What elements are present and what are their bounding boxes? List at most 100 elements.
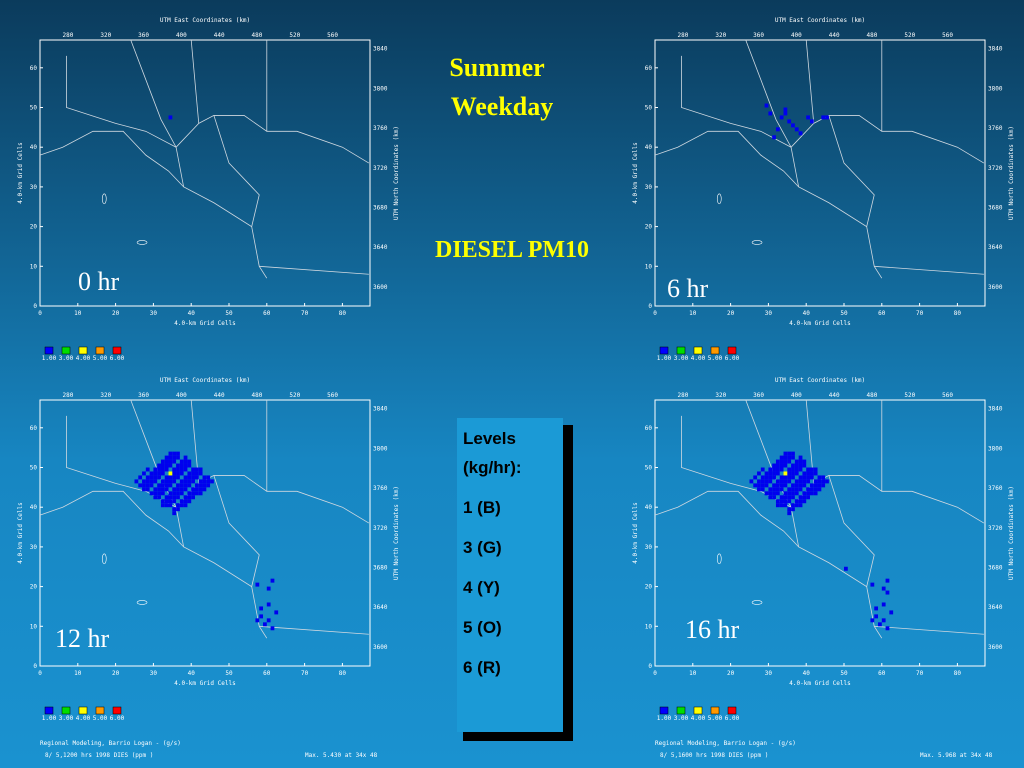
map-boundary [259,265,369,275]
x-tick-label: 60 [878,310,886,317]
grid-cell [806,479,810,484]
level-item: 6 (R) [463,658,501,677]
grid-cell [817,487,822,492]
x-tick-label: 70 [916,670,924,677]
right-tick-label: 3840 [373,406,388,413]
grid-cell [157,487,161,492]
grid-cell [157,475,161,480]
right-tick-label: 3680 [373,205,388,212]
grid-cell [153,475,158,480]
top-tick-label: 560 [942,392,953,399]
footer-text: Max. 5.430 at 34x 48 [305,752,378,759]
grid-cell [168,479,173,484]
grid-cell [187,483,192,488]
grid-cell [187,495,192,500]
right-tick-label: 3600 [373,284,388,291]
grid-cell [794,503,799,508]
map-boundary [259,625,369,635]
legend-label: 4.00 [76,715,91,722]
grid-cell [809,475,814,480]
grid-cell [772,467,776,472]
top-tick-label: 440 [214,32,225,39]
grid-cell [198,487,203,492]
grid-cell [783,475,788,480]
x-tick-label: 80 [339,310,347,317]
legend-swatch [44,346,54,355]
grid-cell [809,119,814,124]
grid-cell [164,499,169,504]
x-axis-title: 4.0-km Grid Cells [789,680,851,687]
grid-cell [179,503,184,508]
grid-cell [172,511,177,516]
grid-cell [779,503,784,508]
grid-cell [206,483,211,488]
grid-cell [172,475,177,480]
top-tick-label: 520 [289,392,300,399]
grid-cell [783,459,788,464]
x-axis-title: 4.0-km Grid Cells [789,320,851,327]
grid-cell [809,483,814,488]
grid-cell [194,467,199,472]
map-boundary [828,475,875,587]
grid-cell [802,495,807,500]
grid-cell [757,487,761,492]
top-tick-label: 360 [753,32,764,39]
grid-cell [255,618,260,623]
grid-cell [779,499,784,504]
legend-swatch [112,706,122,715]
grid-cell [779,115,784,120]
grid-cell [179,459,184,464]
grid-cell [783,491,788,496]
grid-cell [881,586,886,591]
x-axis-title: 4.0-km Grid Cells [174,680,236,687]
x-tick-label: 70 [916,310,924,317]
y-tick-label: 60 [30,425,38,432]
grid-cell [764,103,769,108]
grid-cell [160,491,165,496]
right-tick-label: 3720 [988,165,1003,172]
grid-cell [764,491,769,496]
map-boundary [874,265,984,275]
island [101,193,107,205]
grid-cell [885,578,890,583]
top-tick-label: 280 [678,32,689,39]
grid-cell [153,491,158,496]
y-axis-title: 4.0-km Grid Cells [632,502,639,564]
legend-swatch [676,706,686,715]
right-tick-label: 3760 [373,485,388,492]
legend-label: 3.00 [59,715,74,722]
grid-cell [772,495,776,500]
grid-cell [191,495,195,500]
grid-cell [145,475,150,480]
grid-cell [760,483,765,488]
right-tick-label: 3640 [988,604,1003,611]
footer-text: Regional Modeling, Barrio Logan - (g/s) [40,740,181,747]
grid-cell [775,463,780,468]
grid-cell [783,503,788,508]
grid-cell [160,487,165,492]
legend-swatch [676,346,686,355]
level-item: 3 (G) [463,538,502,557]
top-tick-label: 360 [138,392,149,399]
right-tick-label: 3840 [373,46,388,53]
grid-cell [768,479,773,484]
top-tick-label: 400 [791,32,802,39]
time-label: 0 hr [78,267,120,296]
grid-cell [172,479,177,484]
legend-label: 5.00 [93,715,108,722]
grid-cell [157,463,161,468]
grid-cell [809,487,814,492]
grid-cell [768,491,773,496]
grid-cell [813,471,818,476]
legend-label: 5.00 [708,715,723,722]
top-tick-label: 520 [904,392,915,399]
grid-cell [266,602,271,607]
grid-cell [145,467,150,472]
grid-cell [768,467,773,472]
grid-cell [149,479,154,484]
grid-cell [794,459,799,464]
legend-swatch [95,706,105,715]
grid-cell [817,483,822,488]
top-tick-label: 280 [63,392,74,399]
